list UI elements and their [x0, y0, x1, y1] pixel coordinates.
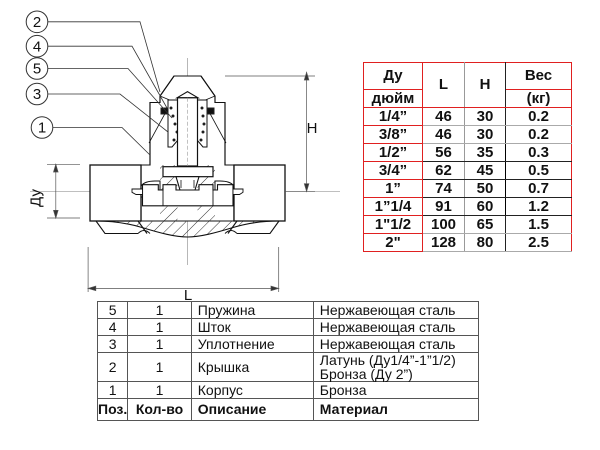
svg-text:H: H	[307, 120, 318, 137]
svg-text:5: 5	[33, 61, 41, 78]
svg-text:1: 1	[38, 120, 46, 137]
svg-text:4: 4	[33, 38, 41, 55]
svg-text:Ду: Ду	[28, 189, 45, 207]
svg-text:2: 2	[33, 14, 41, 31]
svg-text:3: 3	[33, 86, 41, 103]
